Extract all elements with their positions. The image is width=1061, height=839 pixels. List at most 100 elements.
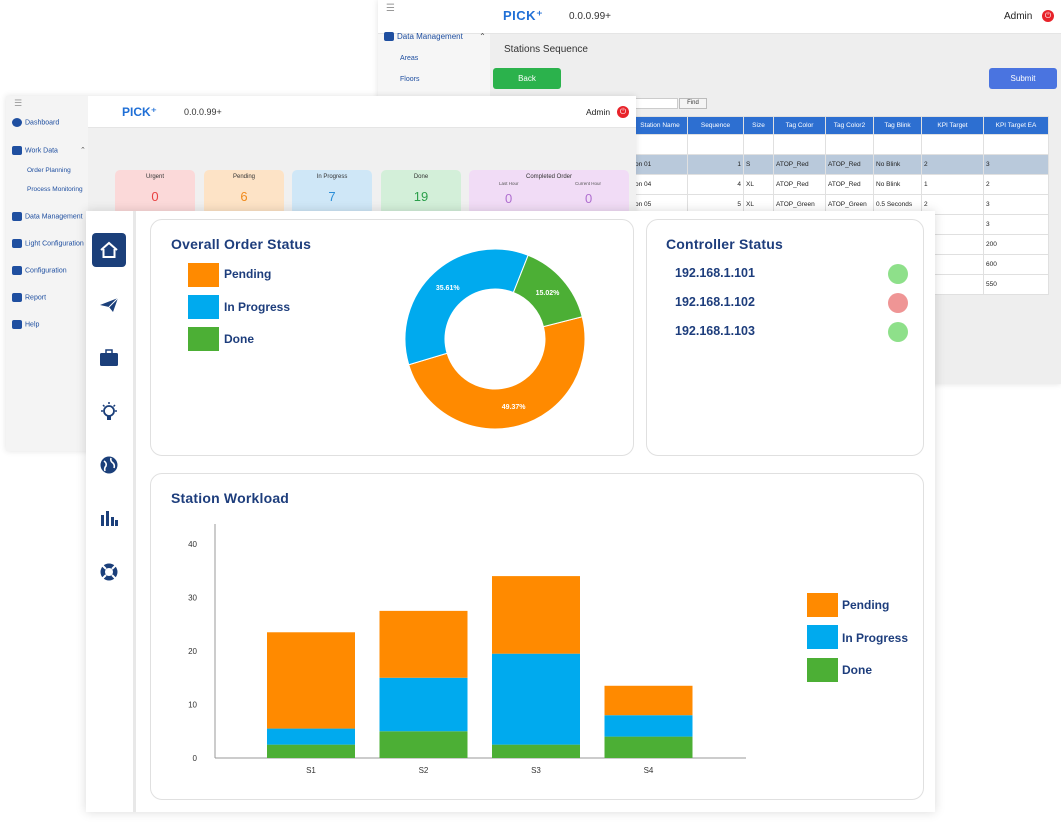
legend-label-done: Done: [842, 663, 872, 677]
table-row[interactable]: on 04 4 XL ATOP_Red ATOP_Red No Blink 1 2: [632, 174, 1049, 195]
table-cell: ATOP_Red: [825, 174, 874, 195]
tile-completed-order[interactable]: Completed Order Last Hour Current Hour 0…: [469, 170, 629, 215]
bar-segment-pending[interactable]: [267, 632, 355, 729]
column-header[interactable]: KPI Target: [921, 116, 984, 135]
user-label[interactable]: Admin: [586, 107, 611, 117]
station-workload-chart: 0 10 20 30 40 S1 S2 S3 S4: [188, 524, 746, 775]
column-header[interactable]: Station Name: [632, 116, 688, 135]
user-label[interactable]: Admin: [1004, 11, 1033, 22]
bar-segment-pending[interactable]: [492, 576, 580, 654]
sidebar-item-order-planning[interactable]: Order Planning: [27, 167, 71, 174]
column-header[interactable]: Tag Color: [773, 116, 826, 135]
tile-value: 7: [328, 189, 336, 204]
table-cell: 2: [921, 154, 984, 175]
donut-slice-in-progress[interactable]: [404, 248, 529, 366]
sidebar-item-work-data[interactable]: Work Data ⌃: [12, 146, 86, 155]
sidebar-item-configuration[interactable]: Configuration: [12, 266, 67, 275]
page-title: Stations Sequence: [504, 44, 588, 55]
panel-title: Controller Status: [666, 236, 783, 252]
legend-swatch-in-progress: [807, 625, 838, 649]
x-tick-label: S1: [306, 766, 316, 775]
sidebar-item-data-management[interactable]: Data Management ⌃: [384, 32, 486, 42]
donut-slice-done[interactable]: [512, 254, 583, 328]
lightbulb-icon[interactable]: [92, 395, 126, 429]
sidebar-item-data-management[interactable]: Data Management: [12, 212, 83, 221]
sidebar-item-light-configuration[interactable]: Light Configuration: [12, 239, 84, 248]
donut-data-label: 49.37%: [502, 404, 527, 411]
x-tick-label: S3: [531, 766, 541, 775]
column-header[interactable]: Size: [743, 116, 774, 135]
bar-segment-in-progress[interactable]: [604, 715, 693, 737]
column-header[interactable]: Tag Blink: [873, 116, 922, 135]
power-icon[interactable]: ⏻: [617, 106, 629, 118]
table-cell: XL: [743, 174, 774, 195]
tile-urgent[interactable]: Urgent 0: [115, 170, 195, 215]
bar-chart-icon[interactable]: [92, 501, 126, 535]
chevron-up-icon: ⌃: [479, 32, 486, 41]
bar-segment-in-progress[interactable]: [379, 677, 468, 732]
donut-data-label: 35.61%: [436, 285, 461, 292]
table-cell: 2: [983, 174, 1049, 195]
legend-swatch-pending: [807, 593, 838, 617]
legend-label-done: Done: [224, 332, 254, 346]
tile-in-progress[interactable]: In Progress 7: [292, 170, 372, 215]
order-status-donut: 49.37% 35.61% 15.02%: [404, 248, 586, 430]
table-row[interactable]: on 01 1 S ATOP_Red ATOP_Red No Blink 2 3: [632, 154, 1049, 175]
bar-segment-pending[interactable]: [604, 685, 693, 716]
column-header[interactable]: Tag Color2: [825, 116, 874, 135]
sidebar-item-label: Report: [25, 294, 47, 302]
sidebar-item-report[interactable]: Report: [12, 293, 46, 302]
x-tick-label: S2: [419, 766, 429, 775]
sidebar-item-label: Dashboard: [25, 119, 60, 127]
tile-done[interactable]: Done 19: [381, 170, 461, 215]
sidebar-item-label: Work Data: [25, 147, 58, 155]
y-tick-label: 40: [188, 540, 197, 549]
table-filter-row[interactable]: [632, 134, 1049, 155]
status-indicator: [888, 322, 908, 342]
legend-label-in-progress: In Progress: [224, 300, 291, 314]
lifebuoy-icon[interactable]: [92, 555, 126, 589]
bar-segment-done[interactable]: [267, 744, 355, 758]
bar-segment-in-progress[interactable]: [267, 728, 355, 745]
bar-segment-in-progress[interactable]: [492, 653, 580, 745]
submit-button[interactable]: Submit: [989, 68, 1057, 89]
tile-pending[interactable]: Pending 6: [204, 170, 284, 215]
tile-label: Completed Order: [525, 174, 573, 180]
donut-data-label: 15.02%: [536, 290, 561, 297]
sidebar-item-process-monitoring[interactable]: Process Monitoring: [27, 186, 83, 193]
bar-segment-pending[interactable]: [379, 610, 468, 678]
bar-segment-done[interactable]: [492, 744, 580, 758]
home-icon[interactable]: [92, 233, 126, 267]
controller-ip: 192.168.1.103: [675, 324, 755, 338]
back-button[interactable]: Back: [493, 68, 561, 89]
table-cell: S: [743, 154, 774, 175]
top-bar: [378, 0, 1061, 34]
bar-segment-done[interactable]: [604, 736, 693, 758]
power-icon[interactable]: ⏻: [1042, 10, 1054, 22]
sidebar-item-label: Light Configuration: [25, 240, 84, 248]
menu-icon[interactable]: ☰: [14, 98, 23, 108]
sidebar-item-areas[interactable]: Areas: [400, 55, 419, 62]
table-cell: 4: [687, 174, 744, 195]
chevron-up-icon: ⌃: [79, 147, 86, 155]
menu-icon[interactable]: ☰: [386, 3, 395, 14]
bar-segment-done[interactable]: [379, 731, 468, 758]
tile-value: 6: [240, 189, 248, 204]
donut-slice-pending[interactable]: [408, 316, 586, 430]
globe-icon[interactable]: [92, 448, 126, 482]
y-tick-label: 0: [193, 754, 198, 763]
column-header[interactable]: Sequence: [687, 116, 744, 135]
version-label: 0.0.0.99+: [184, 107, 222, 117]
sidebar-item-floors[interactable]: Floors: [400, 76, 420, 83]
sidebar-item-help[interactable]: Help: [12, 320, 39, 329]
paper-plane-icon[interactable]: [92, 288, 126, 322]
panel-title: Overall Order Status: [171, 236, 312, 252]
panel-title: Station Workload: [171, 490, 290, 506]
column-header[interactable]: KPI Target EA: [983, 116, 1049, 135]
table-cell: 550: [983, 274, 1049, 295]
find-button[interactable]: Find: [679, 98, 707, 109]
sidebar-item-dashboard[interactable]: Dashboard: [12, 118, 59, 127]
dashboard-icon: [12, 118, 22, 127]
status-indicator: [888, 293, 908, 313]
briefcase-icon[interactable]: [92, 341, 126, 375]
